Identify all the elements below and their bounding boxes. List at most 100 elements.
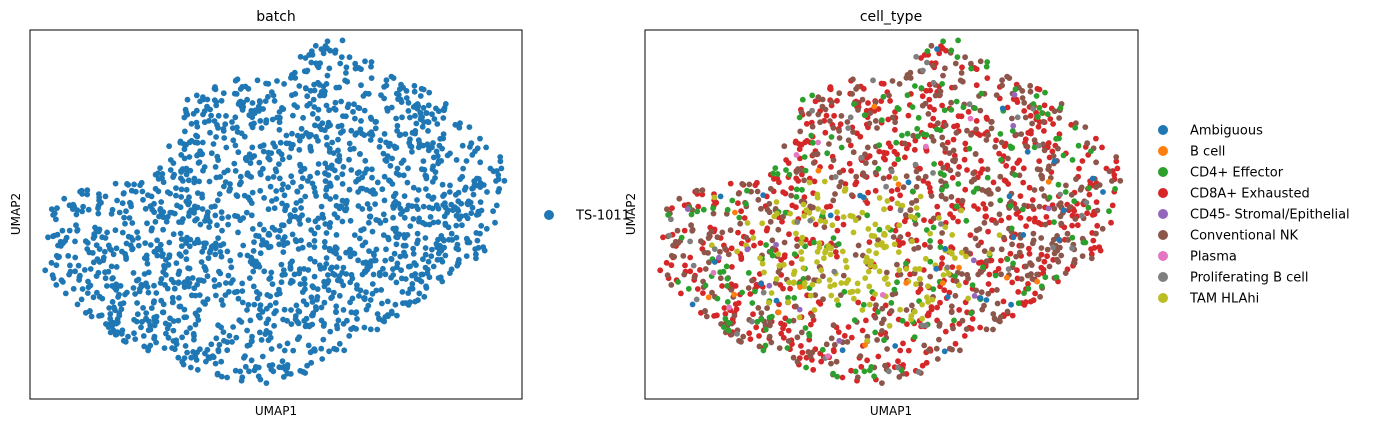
batch-point [295,308,302,314]
cell-type-point [1060,152,1067,159]
cell-type-point [1099,225,1106,232]
batch-point [457,176,464,183]
cell-type-point [991,315,998,322]
batch-point [102,193,109,200]
cell-type-point [925,347,932,354]
cell-type-point [1009,279,1016,286]
batch-point [251,153,258,159]
batch-point [112,180,119,187]
batch-point [327,328,334,335]
batch-point [221,135,228,141]
cell-type-point [1012,86,1019,93]
cell-type-point [700,290,706,296]
batch-point [321,239,328,245]
cell-type-point [1023,263,1029,270]
batch-point [356,105,363,112]
cell-type-point [766,282,773,289]
cell-type-point [1033,93,1040,99]
batch-point [405,165,411,172]
cell-type-point [702,266,709,272]
cell-type-point [896,81,903,87]
cell-type-point [930,62,936,69]
cell-type-point [737,220,744,227]
batch-point [434,256,441,263]
batch-point [361,107,368,114]
batch-point [399,114,405,121]
cell-type-point [807,353,814,360]
cell-type-point [1017,214,1024,221]
cell-type-point [1069,222,1075,229]
batch-point [377,137,384,144]
cell-type-point [788,192,795,199]
batch-point [315,106,322,113]
batch-point [374,311,381,317]
cell-type-point [838,144,845,151]
cell-type-point [817,301,824,307]
cell-type-point [1036,203,1043,210]
batch-point [361,296,368,303]
cell-type-point [830,157,837,164]
batch-point [321,320,327,327]
cell-type-point [809,92,816,99]
cell-type-point [1036,142,1042,149]
cell-type-point [821,178,828,185]
cell-type-point [939,81,945,87]
batch-point [313,133,319,140]
batch-point [154,252,161,259]
batch-point [446,189,453,195]
batch-point [362,239,369,246]
cell-type-point [968,65,975,72]
batch-point [438,158,445,164]
cell-type-point [932,92,939,99]
batch-point [137,182,144,189]
batch-point [235,295,242,302]
cell-type-point [720,324,727,330]
batch-point [343,70,349,76]
batch-point [392,301,399,308]
cell-type-point [966,145,973,152]
cell-type-point [810,366,817,373]
cell-type-point [950,325,956,332]
cell-type-point [1057,200,1064,207]
batch-point [78,296,85,303]
cell-type-point [1093,184,1099,191]
batch-point [294,336,301,343]
batch-point [320,336,327,343]
batch-point [391,250,398,257]
batch-point [117,301,124,307]
cell-type-point [1056,115,1062,121]
batch-point [145,269,152,276]
cell-type-point [930,286,937,292]
batch-point [290,347,297,354]
batch-point [198,277,205,284]
batch-point [309,111,316,117]
batch-point [440,236,447,243]
batch-point [173,192,179,199]
batch-point [254,295,261,302]
batch-point [281,363,288,370]
batch-point [178,152,185,158]
batch-point [450,207,456,214]
cell-type-point [1058,220,1065,227]
batch-point [420,203,427,210]
batch-point [441,213,448,220]
cell-type-legend-item: Conventional NK [1158,229,1299,244]
batch-point [305,267,312,273]
batch-point [276,119,283,126]
batch-point [240,99,247,106]
cell-type-point [956,282,962,289]
cell-type-point [931,106,937,113]
batch-point [70,201,77,208]
cell-type-point [934,203,941,210]
batch-point [95,205,101,212]
batch-point [291,207,298,214]
batch-point [141,343,148,350]
batch-point [321,299,328,306]
batch-point [483,144,489,151]
batch-point [272,300,279,306]
cell-type-point [893,139,900,146]
cell-type-point [866,120,873,127]
batch-point [294,188,301,195]
batch-point [90,235,97,242]
